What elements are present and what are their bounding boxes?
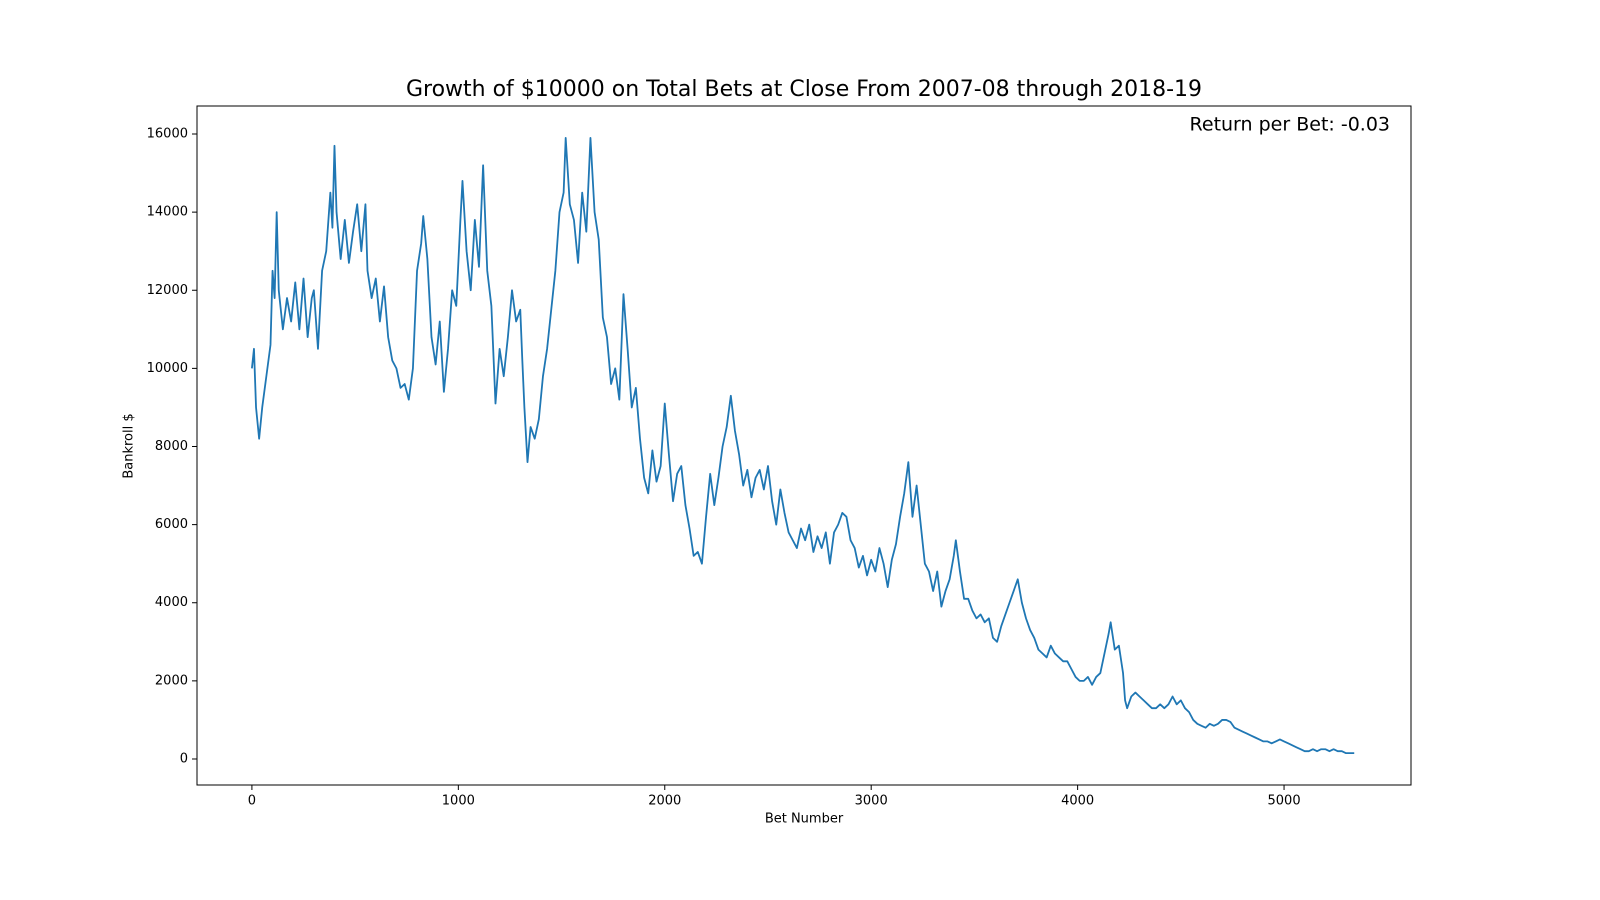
y-tick-label: 8000	[155, 439, 188, 454]
y-tick-label: 10000	[147, 361, 188, 376]
y-tick-label: 2000	[155, 673, 188, 688]
y-tick-label: 12000	[147, 283, 188, 298]
x-tick-label: 0	[248, 794, 256, 809]
y-tick-label: 16000	[147, 127, 188, 142]
x-tick-label: 2000	[648, 794, 681, 809]
y-tick-label: 14000	[147, 205, 188, 220]
annotation: Return per Bet: -0.03	[1190, 114, 1390, 136]
data-line	[251, 137, 1355, 755]
x-tick-label: 5000	[1268, 794, 1301, 809]
y-tick-label: 0	[180, 751, 188, 766]
x-tick-label: 1000	[442, 794, 475, 809]
y-tick-label: 6000	[155, 517, 188, 532]
plot-frame	[196, 105, 1412, 786]
x-tick-label: 4000	[1061, 794, 1094, 809]
chart-title: Growth of $10000 on Total Bets at Close …	[406, 77, 1202, 102]
y-tick-label: 4000	[155, 595, 188, 610]
y-axis-label: Bankroll $	[122, 413, 137, 478]
x-tick-label: 3000	[855, 794, 888, 809]
x-axis-label: Bet Number	[765, 812, 844, 827]
